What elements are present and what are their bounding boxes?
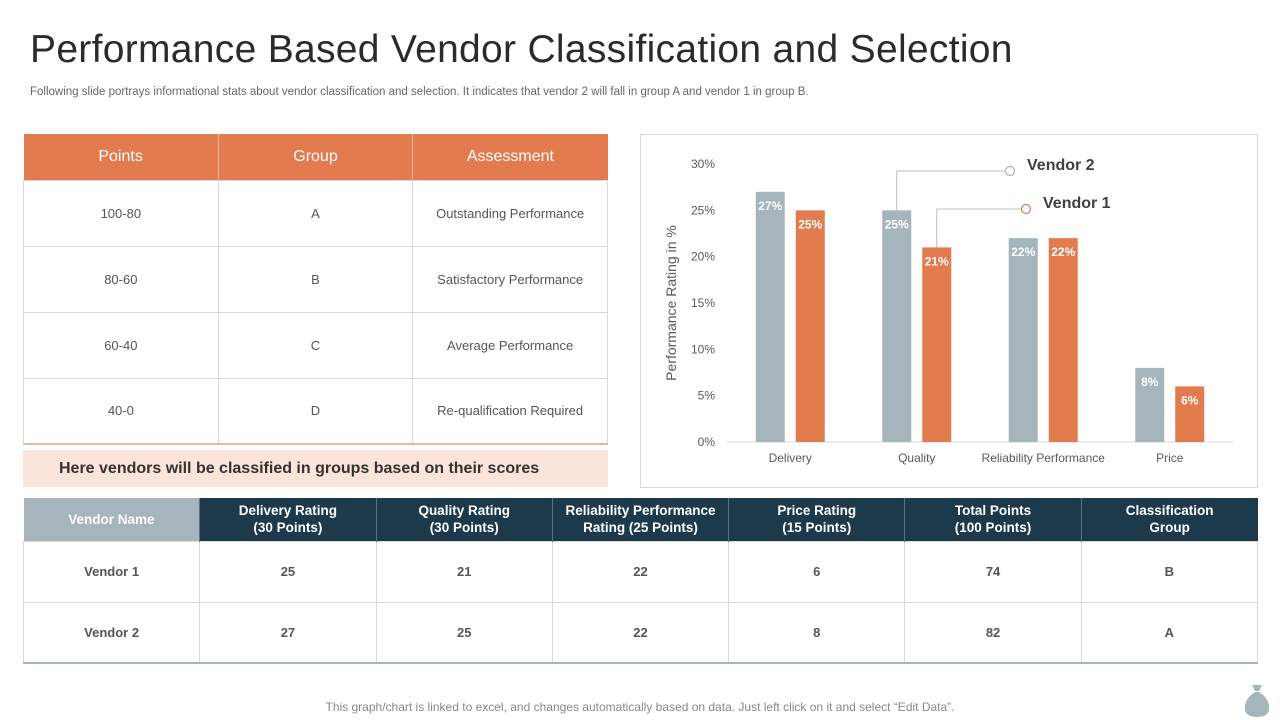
data-label: 21%: [925, 254, 949, 268]
points-cell: 40-0: [23, 377, 219, 445]
money-bag-icon: [1244, 685, 1270, 717]
reliability-cell: 22: [551, 540, 730, 603]
total-cell: 74: [904, 540, 1082, 603]
group-cell: B: [1080, 540, 1259, 603]
vendor-score-table: Vendor Name Delivery Rating (30 Points) Q…: [22, 498, 1259, 664]
legend-marker: [1004, 165, 1016, 177]
chart-canvas: 0% 5% 10% 15% 20% 25% 30% Performance Rating in…: [663, 157, 1233, 465]
x-tick-label: Delivery: [769, 451, 812, 465]
data-label: 6%: [1181, 393, 1199, 407]
header-classification-group: Classification Group: [1081, 498, 1258, 541]
quality-cell: 25: [375, 601, 553, 664]
legend-leader-line: [936, 208, 1021, 248]
points-table-header: Points Group Assessment: [23, 134, 608, 180]
data-label: 8%: [1141, 375, 1159, 389]
data-label: 22%: [1011, 245, 1035, 259]
bar-vendor-2: [755, 191, 785, 442]
assessment-cell: Satisfactory Performance: [412, 245, 608, 313]
header-assessment: Assessment: [412, 134, 608, 180]
points-cell: 80-60: [23, 245, 219, 313]
x-tick-label: Quality: [898, 451, 935, 465]
vendor-name-cell: Vendor 1: [22, 540, 201, 603]
vendor-rating-chart[interactable]: 0% 5% 10% 15% 20% 25% 30% Performance Rating in…: [640, 134, 1258, 488]
bar-vendor-1: [1175, 386, 1205, 442]
header-vendor-name: Vendor Name: [23, 498, 201, 541]
assessment-cell: Average Performance: [412, 311, 608, 379]
y-tick-label: 10%: [691, 342, 715, 356]
footer-note: This graph/chart is linked to excel, and…: [325, 700, 955, 714]
reliability-cell: 22: [551, 601, 730, 664]
price-cell: 8: [728, 601, 906, 664]
table-row: 100-80 A Outstanding Performance: [23, 179, 608, 247]
data-label: 27%: [758, 199, 782, 213]
legend-leader-line: [896, 170, 1005, 211]
bar-vendor-2: [882, 210, 912, 442]
points-cell: 60-40: [23, 311, 219, 379]
x-tick-label: Reliability Performance: [982, 451, 1106, 465]
vendor-name-cell: Vendor 2: [22, 601, 201, 664]
assessment-cell: Re-qualification Required: [412, 377, 608, 445]
group-cell: A: [1080, 601, 1259, 664]
header-reliability-rating: Reliability Performance Rating (25 Points…: [552, 498, 730, 541]
price-cell: 6: [728, 540, 906, 603]
bar-vendor-2: [1008, 238, 1038, 442]
page-title: Performance Based Vendor Classification …: [30, 28, 1013, 71]
y-tick-label: 20%: [691, 250, 715, 264]
legend-marker: [1020, 203, 1032, 215]
group-cell: C: [217, 311, 414, 379]
group-cell: A: [217, 179, 414, 247]
y-tick-label: 0%: [698, 435, 716, 449]
assessment-cell: Outstanding Performance: [412, 179, 608, 247]
legend-label: Vendor 1: [1043, 195, 1111, 212]
header-group: Group: [218, 134, 414, 180]
table-row: Vendor 2 27 25 22 8 82 A: [22, 601, 1259, 664]
y-tick-label: 25%: [691, 203, 715, 217]
vendor-table-header: Vendor Name Delivery Rating (30 Points) Q…: [23, 498, 1258, 541]
bar-vendor-1: [795, 210, 825, 442]
x-tick-label: Price: [1156, 451, 1184, 465]
total-cell: 82: [904, 601, 1082, 664]
table-row: 40-0 D Re-qualification Required: [23, 377, 608, 445]
y-tick-label: 30%: [691, 157, 715, 171]
header-price-rating: Price Rating (15 Points): [728, 498, 906, 541]
delivery-cell: 27: [199, 601, 377, 664]
data-label: 22%: [1051, 245, 1075, 259]
legend-label: Vendor 2: [1027, 157, 1095, 174]
data-label: 25%: [885, 217, 909, 231]
header-total-points: Total Points (100 Points): [904, 498, 1082, 541]
table-row: 60-40 C Average Performance: [23, 311, 608, 379]
delivery-cell: 25: [199, 540, 377, 603]
bar-vendor-2: [1135, 367, 1165, 442]
page-subtitle: Following slide portrays informational s…: [30, 86, 809, 98]
y-tick-label: 5%: [698, 389, 716, 403]
header-quality-rating: Quality Rating (30 Points): [376, 498, 553, 541]
table-row: Vendor 1 25 21 22 6 74 B: [22, 540, 1259, 603]
classification-note: Here vendors will be classified in group…: [23, 450, 608, 487]
group-cell: B: [217, 245, 414, 313]
table-row: 80-60 B Satisfactory Performance: [23, 245, 608, 313]
points-cell: 100-80: [23, 179, 219, 247]
y-tick-label: 15%: [691, 296, 715, 310]
header-points: Points: [23, 134, 219, 180]
header-delivery-rating: Delivery Rating (30 Points): [199, 498, 377, 541]
bar-vendor-1: [922, 247, 952, 442]
quality-cell: 21: [375, 540, 553, 603]
data-label: 25%: [798, 217, 822, 231]
bar-vendor-1: [1048, 238, 1078, 442]
group-cell: D: [217, 377, 414, 445]
points-group-table: Points Group Assessment 100-80 A Outstan…: [23, 134, 608, 445]
y-axis-label: Performance Rating in %: [663, 225, 679, 381]
